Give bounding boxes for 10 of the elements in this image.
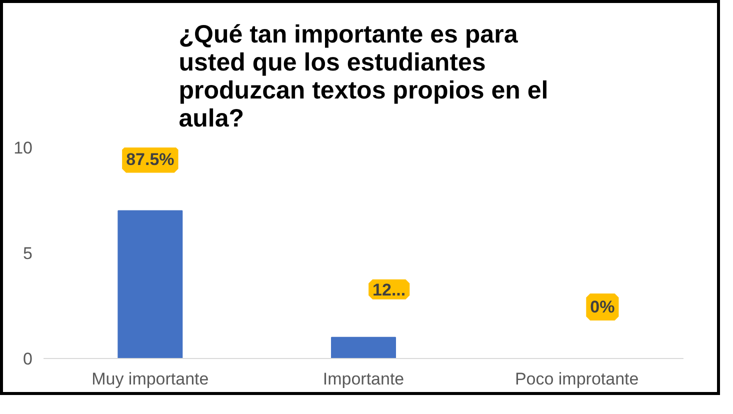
- x-tick-label: Importante: [322, 370, 404, 388]
- y-tick-label: 0: [23, 350, 33, 368]
- x-tick-label: Poco improtante: [514, 370, 639, 388]
- annotation: 87.5%: [126, 150, 174, 169]
- x-tick-label: Muy importante: [92, 370, 209, 388]
- y-tick-label: 10: [14, 138, 33, 158]
- y-tick-label: 5: [23, 244, 33, 263]
- annotation: 12...: [372, 280, 406, 300]
- chart-title: ¿Qué tan importante es para usted que los estudiantes produzcan textos propios en el aula?: [178, 20, 548, 132]
- annotation: 0%: [590, 298, 615, 316]
